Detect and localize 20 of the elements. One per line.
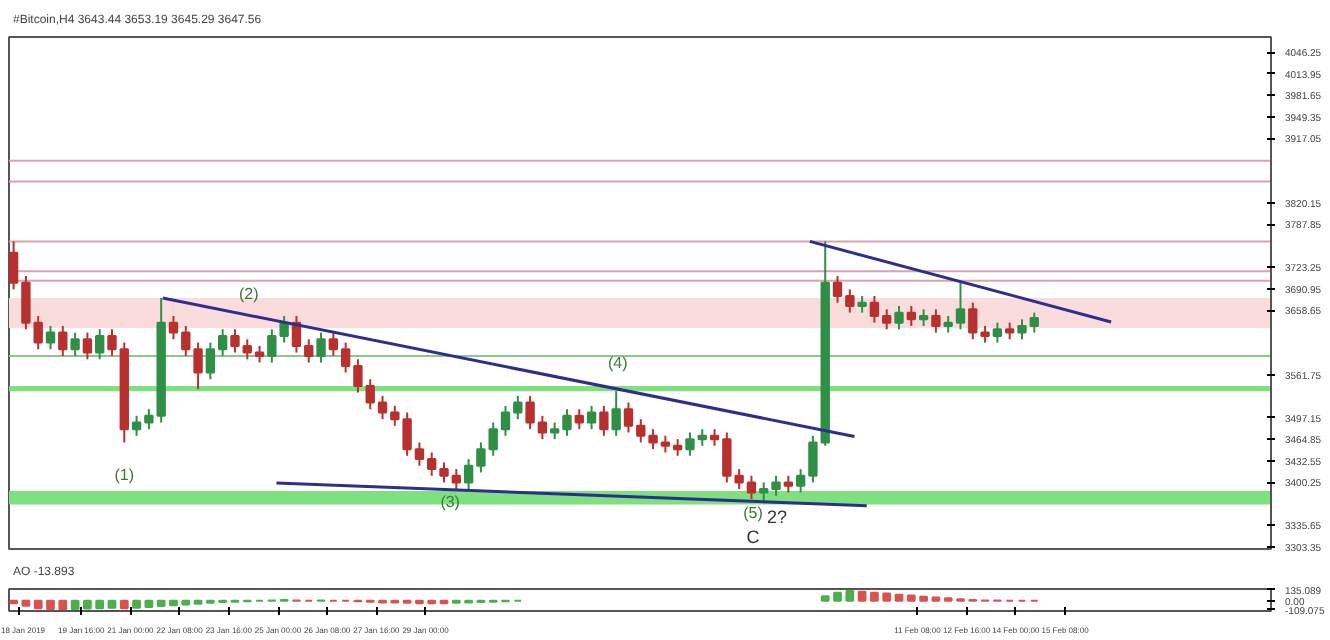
annotation: 2? bbox=[766, 507, 787, 528]
candlestick bbox=[95, 328, 105, 361]
candlestick bbox=[599, 404, 609, 437]
candlestick bbox=[45, 324, 56, 351]
annotation: (1) bbox=[114, 466, 135, 485]
candlestick bbox=[58, 324, 68, 357]
candlestick bbox=[992, 321, 1003, 344]
annotation: C bbox=[746, 527, 761, 548]
candlestick bbox=[906, 304, 916, 327]
annotation: (4) bbox=[607, 354, 629, 373]
candlestick bbox=[82, 331, 93, 361]
candlestick bbox=[586, 404, 597, 431]
candlestick bbox=[611, 390, 621, 437]
candlestick bbox=[70, 331, 80, 357]
candlestick bbox=[931, 308, 941, 334]
candlestick bbox=[894, 304, 904, 331]
candlestick bbox=[316, 331, 326, 364]
annotation: (2) bbox=[239, 285, 260, 303]
candlestick bbox=[574, 408, 584, 431]
annotation: (5) bbox=[743, 504, 764, 523]
